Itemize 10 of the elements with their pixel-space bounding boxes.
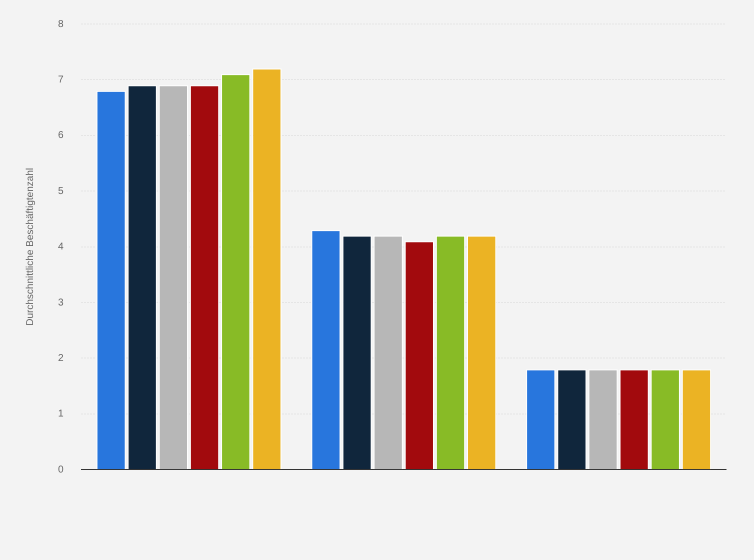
- y-tick-label: 5: [58, 186, 64, 197]
- y-tick-label: 8: [58, 18, 64, 30]
- y-axis-title: Durchschnittliche Beschäftigtenzahl: [24, 168, 36, 326]
- y-tick-label: 4: [58, 242, 64, 253]
- y-tick-label: 0: [58, 464, 64, 476]
- y-tick-label: 3: [58, 297, 64, 308]
- y-tick-label: 1: [58, 408, 64, 420]
- y-tick-label: 6: [58, 130, 64, 142]
- y-tick-label: 2: [58, 352, 64, 364]
- y-tick-label: 7: [58, 74, 64, 86]
